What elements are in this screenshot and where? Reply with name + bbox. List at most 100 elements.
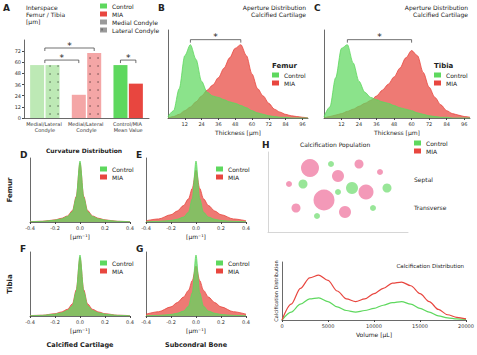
svg-text:0.4: 0.4 (242, 319, 250, 325)
svg-text:Control: Control (426, 140, 448, 147)
svg-text:-0.2: -0.2 (50, 225, 60, 231)
svg-text:48: 48 (232, 121, 238, 127)
svg-text:0.2: 0.2 (101, 225, 109, 231)
svg-text:*: * (377, 32, 382, 42)
svg-text:-0.4: -0.4 (25, 225, 35, 231)
svg-text:12: 12 (338, 121, 344, 127)
svg-text:MIA: MIA (284, 80, 296, 87)
svg-text:Control: Control (112, 260, 134, 267)
svg-text:MIA: MIA (446, 80, 458, 87)
svg-text:MIA: MIA (112, 11, 124, 18)
svg-text:60: 60 (15, 59, 21, 65)
svg-text:Volume [µL]: Volume [µL] (356, 331, 392, 339)
svg-text:72: 72 (426, 121, 432, 127)
svg-text:-0.4: -0.4 (25, 319, 35, 325)
svg-text:Control: Control (228, 260, 250, 267)
svg-text:Subcondral Bone: Subcondral Bone (165, 341, 228, 349)
svg-text:Calcified Cartilage: Calcified Cartilage (47, 341, 115, 349)
svg-text:0.0: 0.0 (76, 319, 84, 325)
svg-text:84: 84 (443, 121, 449, 127)
svg-text:Control: Control (228, 166, 250, 173)
svg-text:Tibia: Tibia (6, 274, 14, 294)
svg-text:*: * (213, 32, 218, 42)
svg-text:0: 0 (280, 323, 283, 329)
svg-text:Calcified Cartilage: Calcified Cartilage (251, 11, 306, 19)
svg-text:Femur: Femur (272, 62, 298, 70)
svg-text:*: * (126, 53, 131, 63)
svg-text:0.4: 0.4 (242, 225, 250, 231)
svg-text:Condyle: Condyle (35, 127, 55, 134)
svg-text:0.4: 0.4 (126, 319, 134, 325)
svg-text:-0.2: -0.2 (166, 319, 176, 325)
svg-text:72: 72 (15, 48, 21, 54)
svg-text:0.0: 0.0 (192, 225, 200, 231)
svg-text:0.2: 0.2 (101, 319, 109, 325)
svg-text:Thickness [µm]: Thickness [µm] (373, 129, 420, 137)
svg-text:Curvature Distribution: Curvature Distribution (46, 147, 122, 154)
svg-text:24: 24 (198, 121, 204, 127)
svg-text:48: 48 (391, 121, 397, 127)
svg-text:60: 60 (249, 121, 255, 127)
svg-text:20000: 20000 (458, 323, 474, 329)
svg-text:-0.2: -0.2 (166, 225, 176, 231)
svg-text:0.2: 0.2 (217, 225, 225, 231)
svg-text:[µm]: [µm] (26, 18, 40, 26)
svg-text:-0.4: -0.4 (141, 319, 151, 325)
svg-text:0: 0 (18, 115, 21, 121)
svg-text:B: B (158, 3, 165, 13)
svg-text:Femur / Tibia: Femur / Tibia (26, 11, 65, 18)
svg-text:48: 48 (15, 70, 21, 76)
svg-text:[µm⁻¹]: [µm⁻¹] (186, 233, 206, 241)
svg-text:*: * (60, 53, 65, 63)
svg-text:24: 24 (15, 93, 21, 99)
svg-text:MIA: MIA (112, 268, 124, 275)
svg-text:Femur: Femur (6, 177, 14, 203)
svg-text:Calcification Population: Calcification Population (300, 141, 370, 149)
svg-text:60: 60 (408, 121, 414, 127)
svg-text:[µm⁻¹]: [µm⁻¹] (70, 233, 90, 241)
svg-text:[µm⁻¹]: [µm⁻¹] (186, 327, 206, 335)
svg-text:0.0: 0.0 (76, 225, 84, 231)
svg-text:Septal: Septal (414, 176, 433, 184)
svg-text:Control: Control (112, 166, 134, 173)
svg-text:MIA: MIA (112, 174, 124, 181)
svg-text:10000: 10000 (366, 323, 382, 329)
svg-text:Lateral Condyle: Lateral Condyle (112, 27, 159, 35)
svg-text:Transverse: Transverse (413, 204, 447, 211)
svg-text:MIA: MIA (228, 268, 240, 275)
svg-text:15000: 15000 (412, 323, 428, 329)
svg-text:Calcified Cartilage: Calcified Cartilage (413, 11, 468, 19)
svg-text:96: 96 (299, 121, 305, 127)
svg-text:D: D (20, 150, 27, 160)
svg-text:36: 36 (215, 121, 221, 127)
svg-text:12: 12 (182, 121, 188, 127)
svg-text:Control: Control (446, 72, 468, 79)
svg-text:A: A (3, 3, 10, 13)
svg-text:Control: Control (284, 72, 306, 79)
svg-text:96: 96 (461, 121, 467, 127)
svg-text:0.2: 0.2 (217, 319, 225, 325)
svg-text:Medial Condyle: Medial Condyle (112, 19, 158, 27)
svg-text:0.0: 0.0 (192, 319, 200, 325)
svg-text:-0.4: -0.4 (141, 225, 151, 231)
svg-text:Condyle: Condyle (76, 127, 96, 134)
svg-text:F: F (20, 244, 26, 254)
svg-text:H: H (262, 140, 270, 150)
svg-text:E: E (136, 150, 142, 160)
svg-text:Thickness [µm]: Thickness [µm] (214, 129, 261, 137)
svg-text:*: * (67, 41, 72, 51)
svg-text:C: C (314, 3, 321, 13)
svg-text:[µm⁻¹]: [µm⁻¹] (70, 327, 90, 335)
svg-text:24: 24 (356, 121, 362, 127)
svg-text:Mean Value: Mean Value (114, 127, 143, 133)
svg-text:G: G (136, 244, 143, 254)
svg-text:12: 12 (15, 104, 21, 110)
svg-text:MIA: MIA (426, 148, 438, 155)
svg-text:Tibia: Tibia (434, 62, 454, 70)
svg-text:Control: Control (112, 3, 134, 10)
svg-text:72: 72 (266, 121, 272, 127)
svg-text:36: 36 (15, 82, 21, 88)
svg-text:5000: 5000 (322, 323, 335, 329)
svg-text:-0.2: -0.2 (50, 319, 60, 325)
svg-text:36: 36 (373, 121, 379, 127)
